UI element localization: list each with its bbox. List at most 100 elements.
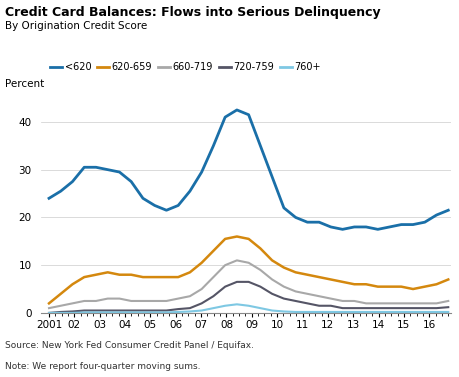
760+: [81, 310, 87, 315]
660-719: [163, 299, 169, 303]
Line: 720-759: 720-759: [49, 282, 447, 313]
620-659: [280, 265, 286, 270]
760+: [280, 309, 286, 314]
620-659: [46, 301, 52, 306]
720-759: [81, 308, 87, 313]
620-659: [257, 246, 263, 251]
720-759: [70, 309, 75, 314]
<620: [70, 179, 75, 184]
760+: [374, 310, 380, 314]
660-719: [316, 294, 321, 299]
<620: [81, 165, 87, 170]
<620: [280, 205, 286, 210]
720-759: [304, 301, 309, 306]
720-759: [374, 306, 380, 310]
620-659: [93, 273, 99, 277]
720-759: [433, 306, 438, 310]
760+: [175, 310, 180, 314]
720-759: [210, 294, 216, 299]
660-719: [327, 296, 333, 301]
620-659: [198, 261, 204, 265]
<620: [58, 189, 63, 193]
660-719: [58, 303, 63, 308]
<620: [105, 167, 110, 172]
660-719: [292, 289, 298, 294]
620-659: [397, 284, 403, 289]
760+: [46, 311, 52, 315]
660-719: [386, 301, 392, 306]
720-759: [280, 296, 286, 301]
660-719: [246, 261, 251, 265]
760+: [339, 310, 345, 314]
760+: [304, 310, 309, 314]
760+: [58, 311, 63, 315]
720-759: [105, 308, 110, 313]
620-659: [292, 270, 298, 274]
720-759: [222, 284, 227, 289]
Text: By Origination Credit Score: By Origination Credit Score: [5, 21, 146, 31]
760+: [222, 303, 227, 308]
620-659: [386, 284, 392, 289]
<620: [374, 227, 380, 231]
620-659: [433, 282, 438, 287]
Text: Note: We report four-quarter moving sums.: Note: We report four-quarter moving sums…: [5, 362, 200, 371]
760+: [444, 310, 450, 314]
<620: [187, 189, 192, 193]
660-719: [304, 291, 309, 296]
660-719: [409, 301, 415, 306]
660-719: [444, 299, 450, 303]
<620: [421, 220, 426, 224]
660-719: [140, 299, 146, 303]
<620: [327, 225, 333, 229]
660-719: [433, 301, 438, 306]
660-719: [351, 299, 356, 303]
<620: [151, 203, 157, 208]
760+: [187, 309, 192, 314]
660-719: [222, 263, 227, 267]
Line: 620-659: 620-659: [49, 236, 447, 303]
660-719: [93, 299, 99, 303]
<620: [269, 175, 274, 179]
<620: [316, 220, 321, 224]
720-759: [444, 305, 450, 310]
<620: [46, 196, 52, 201]
760+: [246, 303, 251, 308]
760+: [234, 302, 239, 307]
Text: Credit Card Balances: Flows into Serious Delinquency: Credit Card Balances: Flows into Serious…: [5, 6, 380, 18]
660-719: [117, 296, 122, 301]
Line: 760+: 760+: [49, 304, 447, 313]
720-759: [421, 306, 426, 310]
760+: [128, 310, 134, 315]
660-719: [374, 301, 380, 306]
760+: [257, 306, 263, 310]
720-759: [292, 299, 298, 303]
720-759: [46, 311, 52, 315]
720-759: [128, 308, 134, 313]
660-719: [280, 284, 286, 289]
620-659: [409, 287, 415, 291]
620-659: [117, 273, 122, 277]
<620: [304, 220, 309, 224]
620-659: [374, 284, 380, 289]
720-759: [316, 303, 321, 308]
<620: [339, 227, 345, 231]
720-759: [187, 306, 192, 310]
660-719: [105, 296, 110, 301]
<620: [444, 208, 450, 213]
760+: [421, 310, 426, 314]
720-759: [351, 306, 356, 310]
620-659: [151, 275, 157, 279]
<620: [397, 222, 403, 227]
620-659: [128, 273, 134, 277]
Line: <620: <620: [49, 110, 447, 229]
720-759: [175, 307, 180, 311]
760+: [316, 310, 321, 314]
620-659: [444, 277, 450, 282]
760+: [433, 310, 438, 314]
720-759: [269, 291, 274, 296]
<620: [128, 179, 134, 184]
760+: [140, 310, 146, 315]
660-719: [128, 299, 134, 303]
760+: [70, 311, 75, 315]
620-659: [70, 282, 75, 287]
